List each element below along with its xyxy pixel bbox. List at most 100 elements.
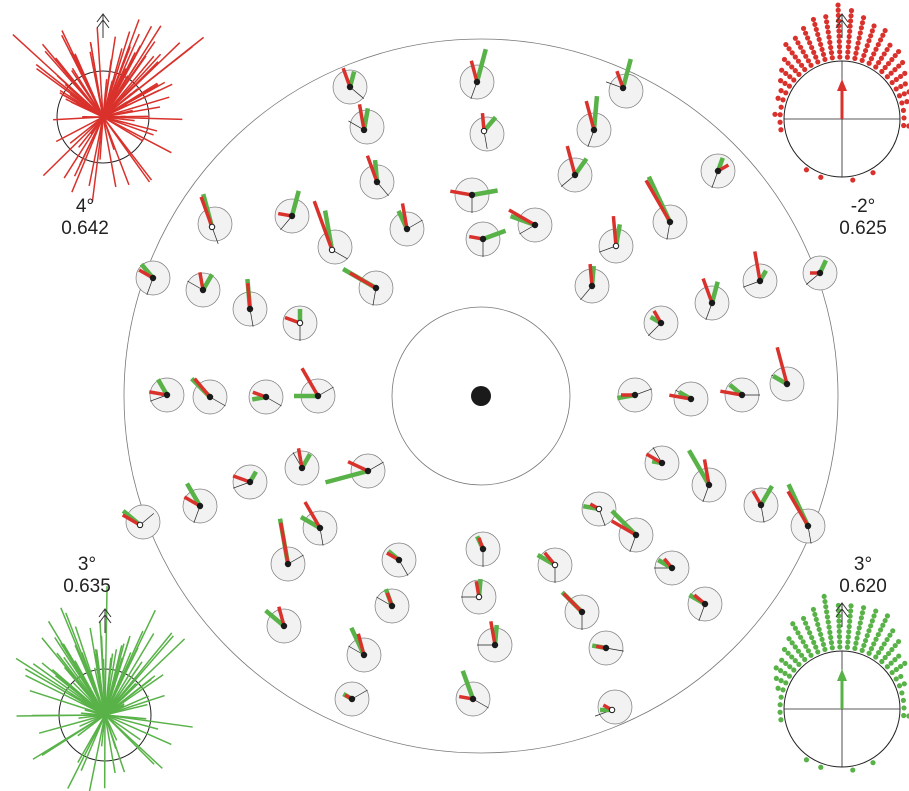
cell-dot xyxy=(314,392,322,400)
legend-dot xyxy=(802,66,808,73)
legend-dot xyxy=(835,7,841,13)
legend-line xyxy=(29,689,106,716)
legend-dot xyxy=(820,51,827,58)
legend-dot xyxy=(837,54,843,60)
cell-dot xyxy=(360,651,368,659)
legend-dot xyxy=(785,650,791,656)
legend-top-right-angle: -2° xyxy=(850,196,876,217)
red-bar xyxy=(775,346,789,385)
legend-dot xyxy=(816,36,822,43)
legend-line xyxy=(102,19,140,118)
legend-dot xyxy=(896,683,903,689)
legend-line xyxy=(100,714,106,747)
legend-dot xyxy=(889,669,895,676)
cell-glyph xyxy=(455,670,491,717)
cell-glyph xyxy=(459,48,495,100)
legend-line xyxy=(104,714,126,773)
legend-dot xyxy=(810,16,817,23)
cell-glyph xyxy=(720,377,760,413)
legend-dot xyxy=(884,46,890,53)
legend-line xyxy=(93,667,106,716)
legend-line xyxy=(102,116,151,183)
cell-glyph xyxy=(536,547,573,583)
cell-dot xyxy=(590,126,598,134)
legend-dot xyxy=(866,60,872,66)
green-bar xyxy=(687,449,711,487)
cell-dot xyxy=(373,178,381,186)
legend-dot xyxy=(860,605,867,611)
cell-glyph xyxy=(465,531,501,567)
legend-dot xyxy=(835,12,841,19)
north-arrow-head xyxy=(96,13,110,29)
legend-dot xyxy=(783,660,789,667)
cell-glyph xyxy=(742,251,778,299)
legend-dot xyxy=(877,627,884,633)
legend-line xyxy=(69,116,104,144)
legend-dot xyxy=(778,678,784,684)
cell-dot xyxy=(395,556,403,564)
legend-dot xyxy=(816,626,822,633)
legend-dot xyxy=(825,29,831,35)
legend-dot xyxy=(836,634,843,640)
legend-dot xyxy=(902,81,908,87)
legend-dot xyxy=(805,58,812,64)
legend-dot xyxy=(854,635,860,641)
cell-glyph xyxy=(588,630,624,666)
legend-dot xyxy=(893,76,899,83)
cell-glyph xyxy=(700,153,736,189)
green-bar xyxy=(591,95,600,131)
green-bar xyxy=(460,670,476,700)
legend-line xyxy=(35,63,104,118)
legend-bottom-left-angle: 3° xyxy=(77,554,97,575)
red-bar xyxy=(720,389,743,397)
legend-dot xyxy=(836,628,842,635)
legend-dot xyxy=(873,636,879,642)
green-bar xyxy=(759,484,774,507)
legend-dot xyxy=(777,702,783,708)
legend-dot xyxy=(847,613,853,619)
legend-dot xyxy=(836,28,842,34)
red-bar xyxy=(508,208,536,227)
cell-dot xyxy=(479,235,487,243)
legend-dot xyxy=(808,652,814,658)
legend-top-left-value: 0.642 xyxy=(61,218,109,239)
cell-dot xyxy=(491,641,499,649)
legend-dot xyxy=(893,676,899,682)
legend-dot xyxy=(809,634,815,641)
legend-dot xyxy=(877,37,884,43)
legend-dot xyxy=(786,46,792,52)
legend-line xyxy=(102,116,158,132)
legend-dot xyxy=(866,628,872,634)
legend-dot xyxy=(786,673,793,679)
green-bar xyxy=(709,281,720,304)
legend-line xyxy=(88,714,106,791)
legend-dot xyxy=(892,642,898,649)
cell-dot xyxy=(578,608,586,616)
cell-dot xyxy=(163,391,171,399)
red-bar xyxy=(278,522,290,565)
cell-dot xyxy=(608,706,616,714)
legend-dot xyxy=(862,47,869,54)
legend-line xyxy=(80,712,106,716)
legend-line xyxy=(104,682,137,716)
north-arrow-icon xyxy=(96,13,110,38)
cell-glyph xyxy=(182,482,218,524)
legend-line xyxy=(102,115,150,118)
cell-dot xyxy=(571,171,579,179)
cell-glyph xyxy=(312,200,353,265)
legend-dot xyxy=(892,657,898,663)
cell-circle xyxy=(125,504,161,540)
legend-dot xyxy=(836,33,842,39)
legend-dot xyxy=(889,79,895,86)
legend-dot xyxy=(895,638,902,645)
legend-dot xyxy=(852,55,858,61)
cell-dot xyxy=(687,395,695,403)
legend-dot xyxy=(775,95,781,101)
legend-dot xyxy=(845,639,851,645)
legend-line xyxy=(102,53,162,118)
red-bar xyxy=(450,189,473,197)
legend-dot xyxy=(813,54,819,60)
cell-dot xyxy=(208,223,216,231)
north-arrow-head xyxy=(98,608,112,624)
